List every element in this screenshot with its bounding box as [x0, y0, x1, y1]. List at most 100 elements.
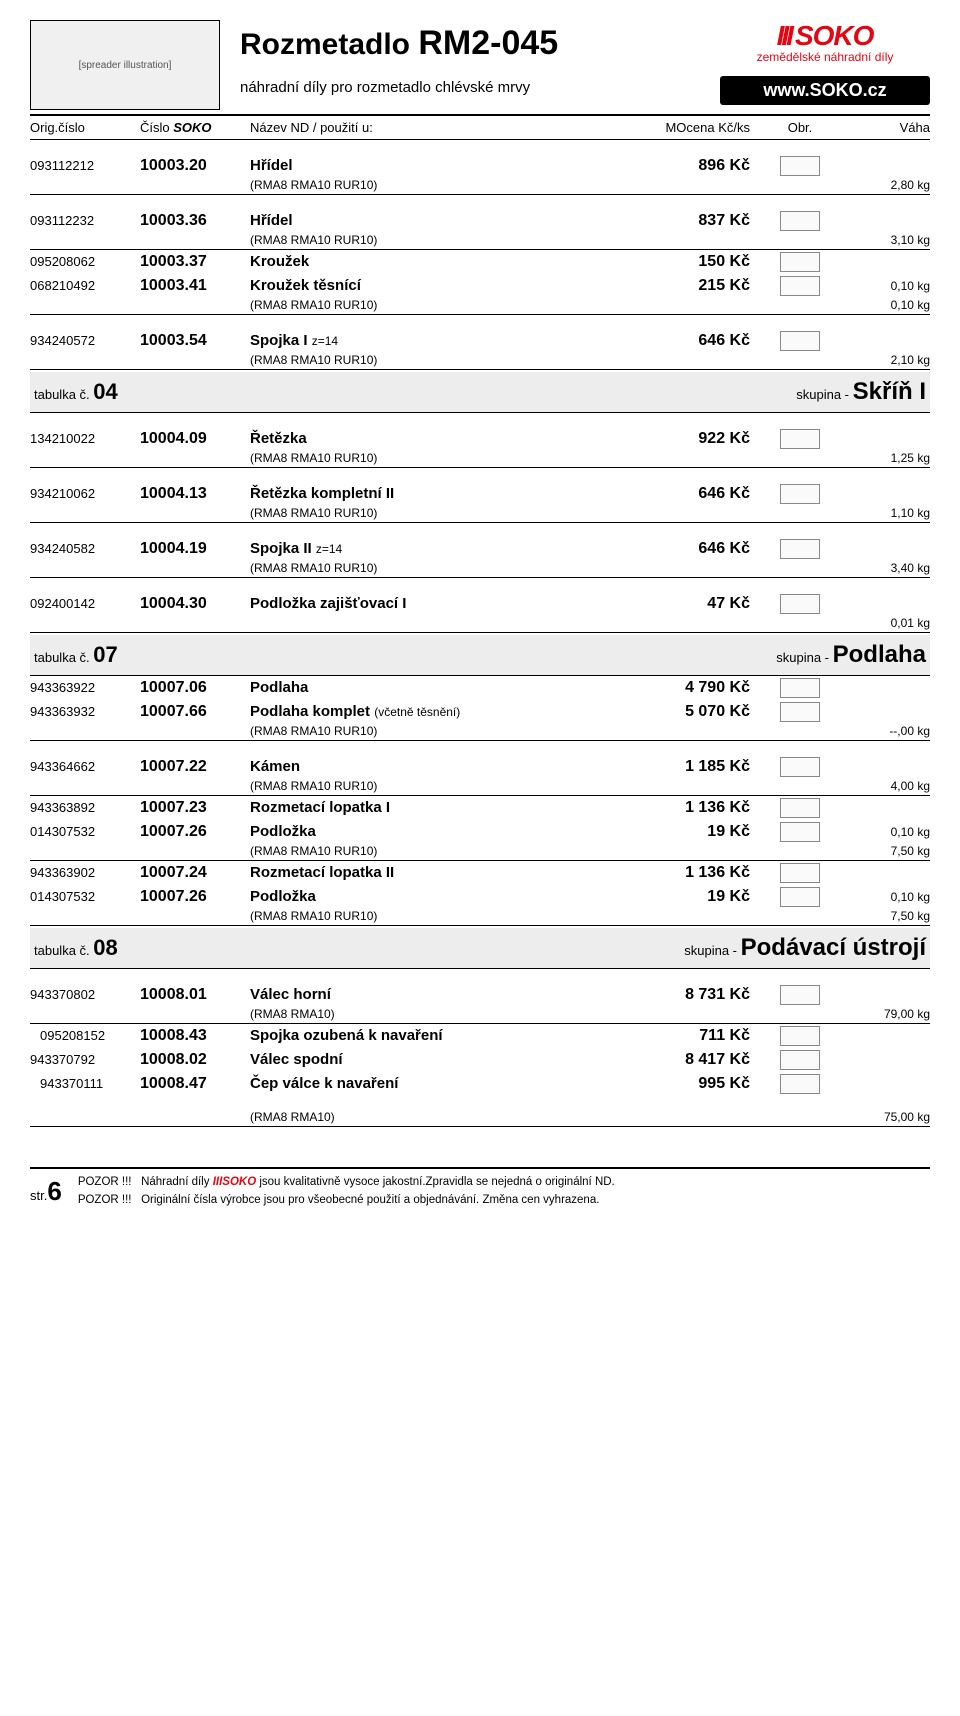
thumbnail-cell	[750, 252, 850, 272]
weight: 2,80 kg	[850, 178, 930, 192]
page-footer: str.6 POZOR !!! Náhradní díly IIISOKO js…	[30, 1167, 930, 1210]
thumbnail-cell	[750, 757, 850, 777]
table-row: 94337080210008.01Válec horní8 731 Kč	[30, 983, 930, 1007]
table-row: 09311221210003.20Hřídel896 Kč	[30, 154, 930, 178]
page-number: str.6	[30, 1176, 62, 1207]
orig-number: 943363902	[30, 865, 140, 880]
price: 8 731 Kč	[620, 986, 750, 1004]
table-row: 94336392210007.06Podlaha4 790 Kč	[30, 676, 930, 700]
part-icon	[780, 331, 820, 351]
price: 5 070 Kč	[620, 703, 750, 721]
weight: 75,00 kg	[850, 1110, 930, 1124]
usage-note: (RMA8 RMA10 RUR10)	[250, 724, 750, 738]
thumbnail-cell	[750, 678, 850, 698]
price: 150 Kč	[620, 253, 750, 271]
part-name: Spojka ozubená k navaření	[250, 1027, 620, 1044]
table-row: 09520806210003.37Kroužek150 Kč	[30, 250, 930, 274]
table-body: 09311221210003.20Hřídel896 Kč (RMA8 RMA10…	[30, 154, 930, 370]
part-icon	[780, 887, 820, 907]
table-subrow: (RMA8 RMA10 RUR10)1,10 kg	[30, 506, 930, 523]
orig-number: 943363892	[30, 800, 140, 815]
col-soko: Číslo SOKO	[140, 120, 250, 135]
weight: 2,10 kg	[850, 353, 930, 367]
footer-line-2: POZOR !!! Originální čísla výrobce jsou …	[78, 1191, 930, 1209]
thumbnail-cell	[750, 798, 850, 818]
orig-number: 943370802	[30, 987, 140, 1002]
table-subrow: (RMA8 RMA10 RUR10)2,10 kg	[30, 353, 930, 370]
header-illustration: [spreader illustration]	[30, 20, 220, 110]
title-main: RM2-045	[418, 24, 558, 62]
page-header: [spreader illustration] Rozmetadlo RM2-0…	[30, 20, 930, 116]
usage-note: (RMA8 RMA10 RUR10)	[250, 844, 750, 858]
table-row: 01430753210007.26Podložka19 Kč0,10 kg	[30, 820, 930, 844]
orig-number: 095208062	[30, 254, 140, 269]
orig-number: 934240582	[30, 541, 140, 556]
col-image: Obr.	[750, 120, 850, 135]
part-name: Válec spodní	[250, 1051, 620, 1068]
table-row: 93421006210004.13Řetězka kompletní II646…	[30, 482, 930, 506]
part-name: Řetězka	[250, 430, 620, 447]
table-row: 09240014210004.30Podložka zajišťovací I4…	[30, 592, 930, 616]
part-icon	[780, 484, 820, 504]
thumbnail-cell	[750, 429, 850, 449]
weight: 0,10 kg	[850, 825, 930, 839]
orig-number: 014307532	[30, 889, 140, 904]
table-row: 94336389210007.23Rozmetací lopatka I1 13…	[30, 796, 930, 820]
section-group-label: skupina -	[684, 943, 737, 958]
part-icon	[780, 822, 820, 842]
section-group-name: Skříň I	[853, 378, 926, 405]
footer-line-1: POZOR !!! Náhradní díly IIISOKO jsou kva…	[78, 1173, 930, 1191]
price: 1 185 Kč	[620, 758, 750, 776]
soko-number: 10007.06	[140, 679, 250, 697]
part-icon	[780, 211, 820, 231]
part-name: Kroužek	[250, 253, 620, 270]
usage-note: (RMA8 RMA10 RUR10)	[250, 561, 750, 575]
usage-note: (RMA8 RMA10 RUR10)	[250, 779, 750, 793]
brand-logo: IIISOKO	[720, 20, 930, 52]
soko-number: 10003.36	[140, 212, 250, 230]
section-number: 08	[93, 935, 117, 960]
col-price: MOcena Kč/ks	[620, 120, 750, 135]
price: 19 Kč	[620, 888, 750, 906]
page-title: Rozmetadlo RM2-045	[240, 24, 708, 63]
section-number: 04	[93, 379, 117, 404]
thumbnail-cell	[750, 211, 850, 231]
orig-number: 943370111	[30, 1076, 140, 1091]
part-name: Rozmetací lopatka II	[250, 864, 620, 881]
orig-number: 014307532	[30, 824, 140, 839]
section-label: tabulka č.	[34, 650, 90, 665]
price: 1 136 Kč	[620, 864, 750, 882]
usage-note: (RMA8 RMA10 RUR10)	[250, 909, 750, 923]
part-name: Hřídel	[250, 157, 620, 174]
orig-number: 093112212	[30, 158, 140, 173]
table-subrow: (RMA8 RMA10 RUR10)7,50 kg	[30, 909, 930, 926]
thumbnail-cell	[750, 702, 850, 722]
price: 711 Kč	[620, 1027, 750, 1045]
orig-number: 068210492	[30, 278, 140, 293]
table-row: 93424057210003.54Spojka I z=14646 Kč	[30, 329, 930, 353]
orig-number: 943363932	[30, 704, 140, 719]
orig-number: 092400142	[30, 596, 140, 611]
table-subrow: (RMA8 RMA10)79,00 kg	[30, 1007, 930, 1024]
part-name: Spojka II z=14	[250, 540, 620, 557]
soko-number: 10004.09	[140, 430, 250, 448]
part-name: Podlaha komplet (včetně těsnění)	[250, 703, 620, 720]
part-name: Podložka	[250, 823, 620, 840]
orig-number: 943364662	[30, 759, 140, 774]
thumbnail-cell	[750, 484, 850, 504]
orig-number: 934210062	[30, 486, 140, 501]
table-body-08: 94337080210008.01Válec horní8 731 Kč(RMA…	[30, 983, 930, 1127]
part-icon	[780, 1050, 820, 1070]
part-icon	[780, 252, 820, 272]
part-name: Podlaha	[250, 679, 620, 696]
price: 646 Kč	[620, 485, 750, 503]
part-icon	[780, 1074, 820, 1094]
soko-number: 10003.41	[140, 277, 250, 295]
soko-number: 10007.22	[140, 758, 250, 776]
weight: 1,10 kg	[850, 506, 930, 520]
part-name: Hřídel	[250, 212, 620, 229]
part-icon	[780, 985, 820, 1005]
part-icon	[780, 757, 820, 777]
orig-number: 943370792	[30, 1052, 140, 1067]
footer-notes: POZOR !!! Náhradní díly IIISOKO jsou kva…	[78, 1173, 930, 1210]
